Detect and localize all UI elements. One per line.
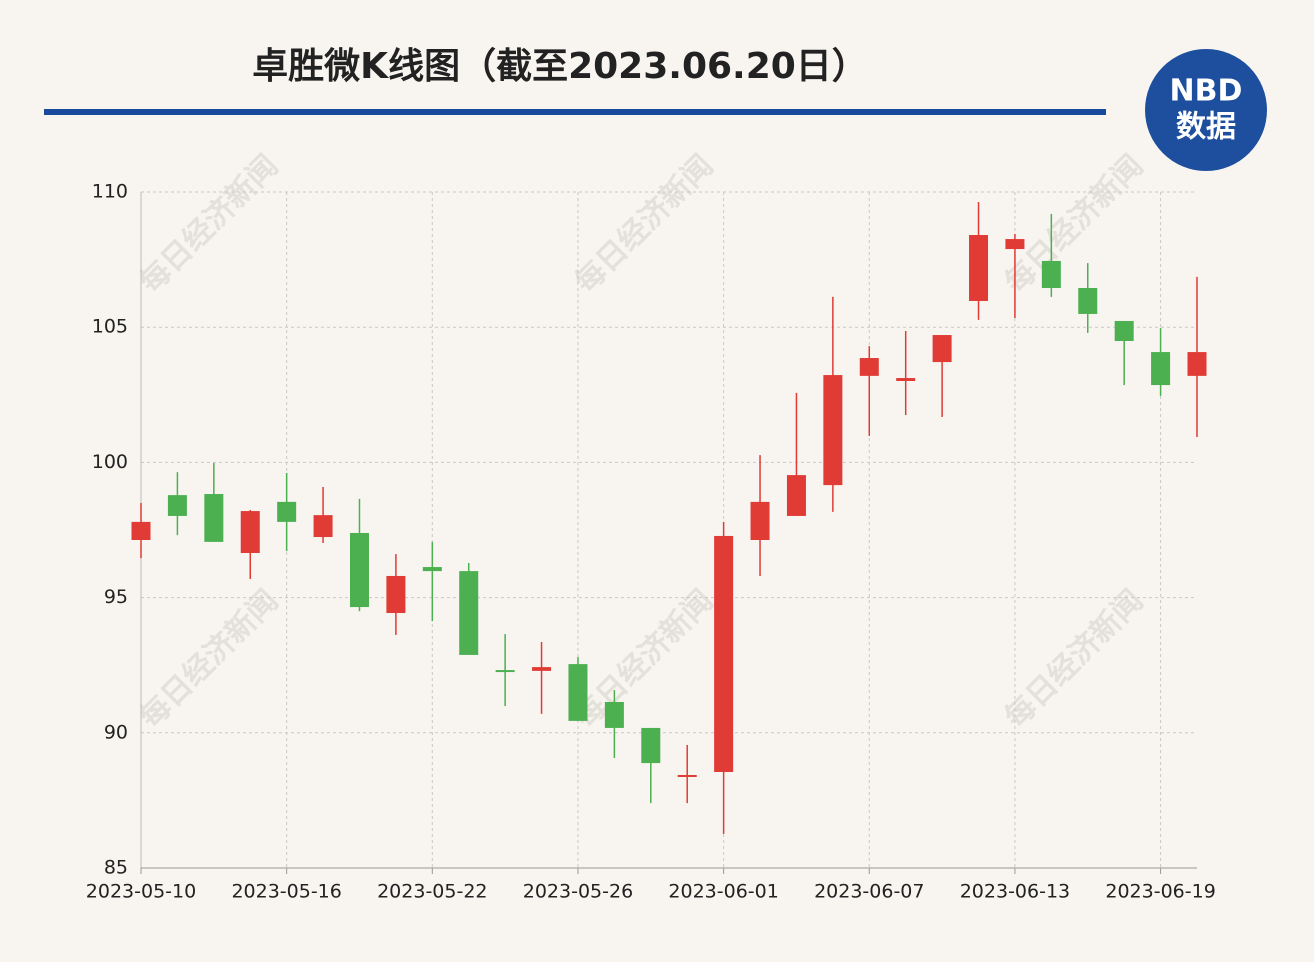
x-tick-label: 2023-05-26 bbox=[523, 881, 633, 903]
candle-body bbox=[932, 335, 952, 363]
candle-body bbox=[1005, 239, 1025, 250]
candle-body bbox=[604, 701, 624, 728]
x-tick-label: 2023-06-07 bbox=[814, 881, 924, 903]
candle-body bbox=[532, 667, 552, 671]
logo-text: NBD bbox=[1170, 74, 1243, 109]
x-tick-label: 2023-06-19 bbox=[1105, 881, 1215, 903]
candle-body bbox=[495, 670, 515, 673]
candle-body bbox=[823, 375, 843, 486]
y-tick-label: 105 bbox=[92, 316, 128, 338]
x-tick-label: 2023-05-10 bbox=[86, 881, 196, 903]
candle-body bbox=[131, 521, 151, 541]
candle-body bbox=[459, 571, 479, 655]
candle-body bbox=[204, 494, 224, 542]
candle-body bbox=[240, 511, 260, 553]
candle-body bbox=[386, 575, 406, 614]
candle-body bbox=[167, 495, 187, 516]
candle-body bbox=[568, 664, 588, 721]
candle-body bbox=[714, 535, 734, 773]
candle-body bbox=[1187, 352, 1207, 376]
candle-body bbox=[677, 774, 697, 777]
x-tick-label: 2023-06-13 bbox=[960, 881, 1070, 903]
y-tick-label: 90 bbox=[104, 721, 128, 743]
candle-body bbox=[786, 475, 806, 516]
candle-body bbox=[422, 567, 442, 572]
candle-body bbox=[859, 358, 879, 376]
y-tick-label: 85 bbox=[104, 857, 128, 879]
candle-body bbox=[313, 515, 333, 538]
y-tick-label: 100 bbox=[92, 451, 128, 473]
title-rule bbox=[44, 109, 1106, 115]
candle-body bbox=[277, 501, 297, 522]
y-tick-label: 110 bbox=[92, 181, 128, 203]
candle-body bbox=[896, 378, 916, 382]
candle-body bbox=[641, 727, 661, 764]
logo-circle bbox=[1145, 49, 1267, 171]
candle-body bbox=[1151, 352, 1171, 386]
x-tick-label: 2023-05-22 bbox=[377, 881, 487, 903]
x-tick-label: 2023-05-16 bbox=[231, 881, 341, 903]
x-tick-label: 2023-06-01 bbox=[668, 881, 778, 903]
candle-body bbox=[750, 501, 770, 541]
chart-title: 卓胜微K线图（截至2023.06.20日） bbox=[252, 46, 868, 87]
logo-text: 数据 bbox=[1176, 110, 1236, 145]
y-tick-label: 95 bbox=[104, 586, 128, 608]
candle-body bbox=[1078, 287, 1098, 314]
candle-body bbox=[349, 532, 369, 608]
candle-body bbox=[1114, 320, 1134, 341]
candle-body bbox=[969, 234, 989, 301]
candle-body bbox=[1041, 260, 1061, 288]
